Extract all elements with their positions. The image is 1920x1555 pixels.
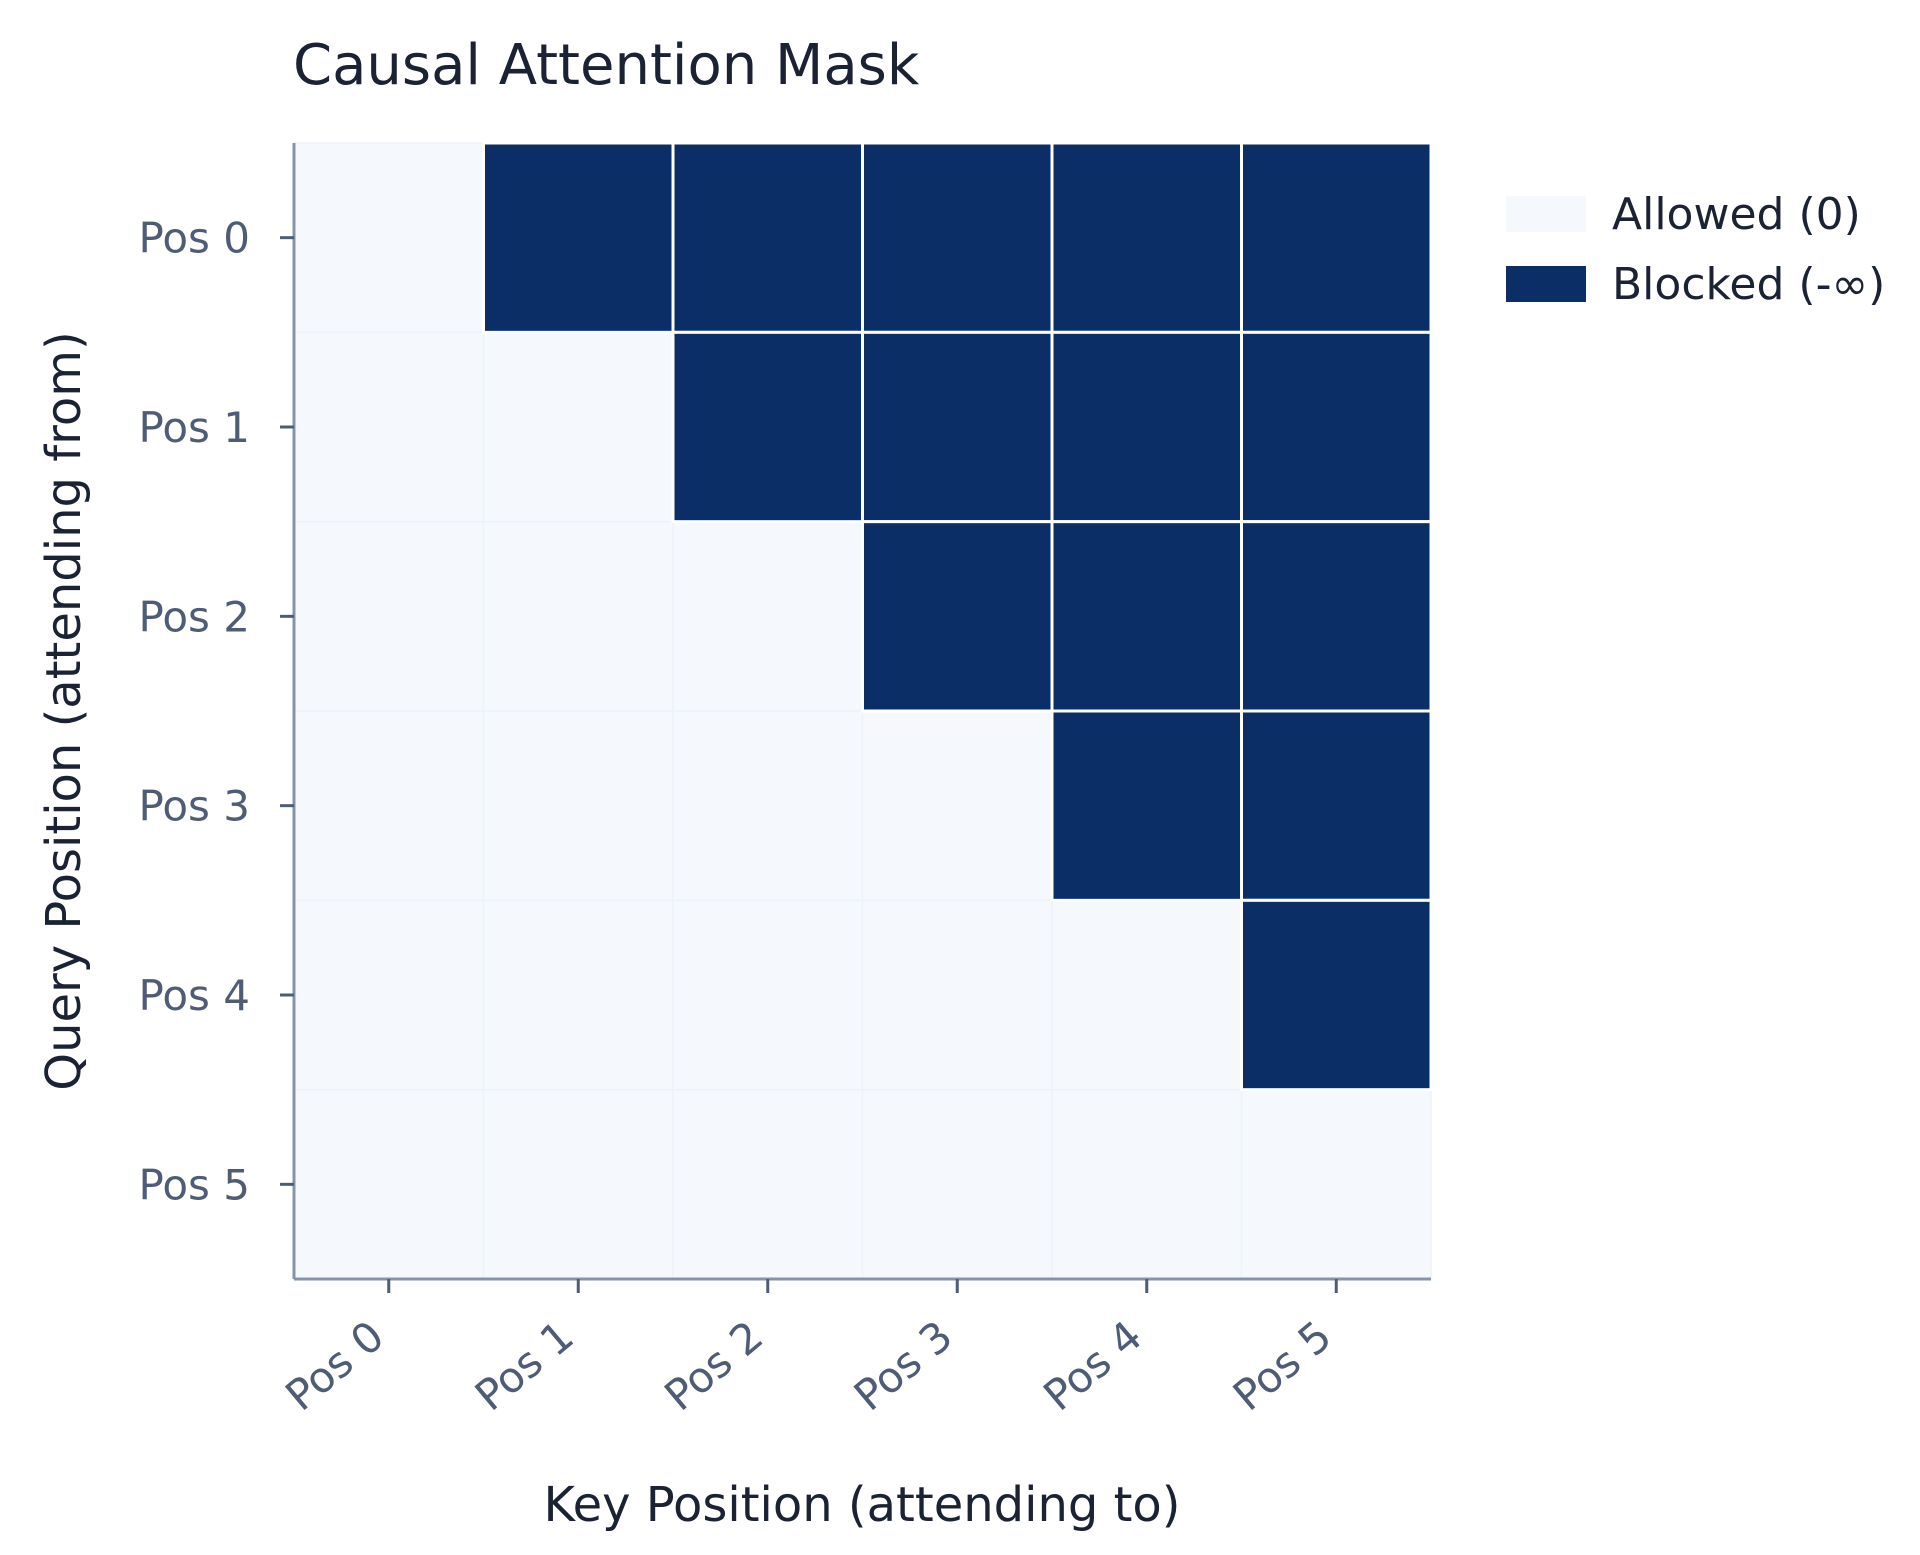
x-tick-label: Pos 3 [845, 1311, 962, 1420]
cell-allowed-r5-c2 [672, 1088, 864, 1280]
cell-blocked-r0-c3 [861, 141, 1054, 334]
cell-blocked-r1-c3 [861, 330, 1054, 524]
cell-blocked-r3-c5 [1240, 709, 1433, 902]
cell-blocked-r3-c4 [1050, 709, 1243, 902]
cell-blocked-r2-c4 [1050, 520, 1243, 713]
cell-allowed-r3-c2 [672, 710, 864, 902]
legend-swatch-blocked [1506, 266, 1586, 302]
cell-allowed-r2-c1 [482, 520, 674, 712]
legend-label-blocked: Blocked (-∞) [1612, 259, 1885, 310]
x-axis-title: Key Position (attending to) [543, 1477, 1180, 1533]
heatmap-cells [293, 141, 1433, 1280]
y-axis-title: Query Position (attending from) [36, 331, 92, 1090]
cell-allowed-r1-c1 [482, 331, 674, 523]
x-tick-label: Pos 2 [655, 1311, 772, 1420]
cell-allowed-r0-c0 [293, 142, 485, 334]
cell-allowed-r3-c1 [482, 710, 674, 902]
chart-title: Causal Attention Mask [293, 33, 920, 98]
cell-allowed-r4-c0 [293, 899, 485, 1091]
y-tick-label: Pos 5 [139, 1160, 250, 1209]
cell-allowed-r2-c0 [293, 520, 485, 712]
cell-blocked-r0-c4 [1050, 141, 1243, 334]
cell-allowed-r4-c2 [672, 899, 864, 1091]
cell-allowed-r2-c2 [672, 520, 864, 712]
x-tick-label: Pos 4 [1034, 1311, 1151, 1420]
y-tick-label: Pos 0 [139, 214, 250, 263]
cell-blocked-r1-c2 [671, 330, 864, 524]
x-tick-label: Pos 1 [466, 1311, 583, 1420]
x-tick-label: Pos 5 [1224, 1311, 1341, 1420]
cell-allowed-r4-c1 [482, 899, 674, 1091]
legend-label-allowed: Allowed (0) [1612, 189, 1861, 240]
y-axis-ticks: Pos 0 Pos 1 Pos 2 Pos 3 Pos 4 Pos 5 [139, 214, 294, 1209]
cell-allowed-r5-c1 [482, 1088, 674, 1280]
y-tick-label: Pos 4 [139, 971, 250, 1020]
cell-allowed-r4-c4 [1051, 899, 1243, 1091]
x-axis-ticks: Pos 0 Pos 1 Pos 2 Pos 3 Pos 4 Pos 5 [276, 1279, 1341, 1420]
cell-blocked-r4-c5 [1240, 898, 1433, 1092]
cell-blocked-r0-c1 [482, 141, 675, 334]
cell-blocked-r1-c4 [1050, 330, 1243, 524]
cell-allowed-r5-c4 [1051, 1088, 1243, 1280]
cell-allowed-r5-c0 [293, 1088, 485, 1280]
x-tick-label: Pos 0 [276, 1311, 393, 1420]
cell-blocked-r0-c5 [1240, 141, 1433, 334]
cell-allowed-r5-c3 [861, 1088, 1053, 1280]
cell-blocked-r2-c5 [1240, 520, 1433, 713]
cell-blocked-r2-c3 [861, 520, 1054, 713]
cell-allowed-r5-c5 [1240, 1088, 1432, 1280]
cell-allowed-r3-c3 [861, 710, 1053, 902]
y-tick-label: Pos 1 [139, 403, 250, 452]
legend: Allowed (0) Blocked (-∞) [1506, 189, 1885, 310]
cell-allowed-r4-c3 [861, 899, 1053, 1091]
y-tick-label: Pos 2 [139, 592, 250, 641]
cell-allowed-r1-c0 [293, 331, 485, 523]
cell-blocked-r1-c5 [1240, 330, 1433, 524]
cell-blocked-r0-c2 [671, 141, 864, 334]
cell-allowed-r3-c0 [293, 710, 485, 902]
y-tick-label: Pos 3 [139, 782, 250, 831]
legend-swatch-allowed [1506, 196, 1586, 232]
